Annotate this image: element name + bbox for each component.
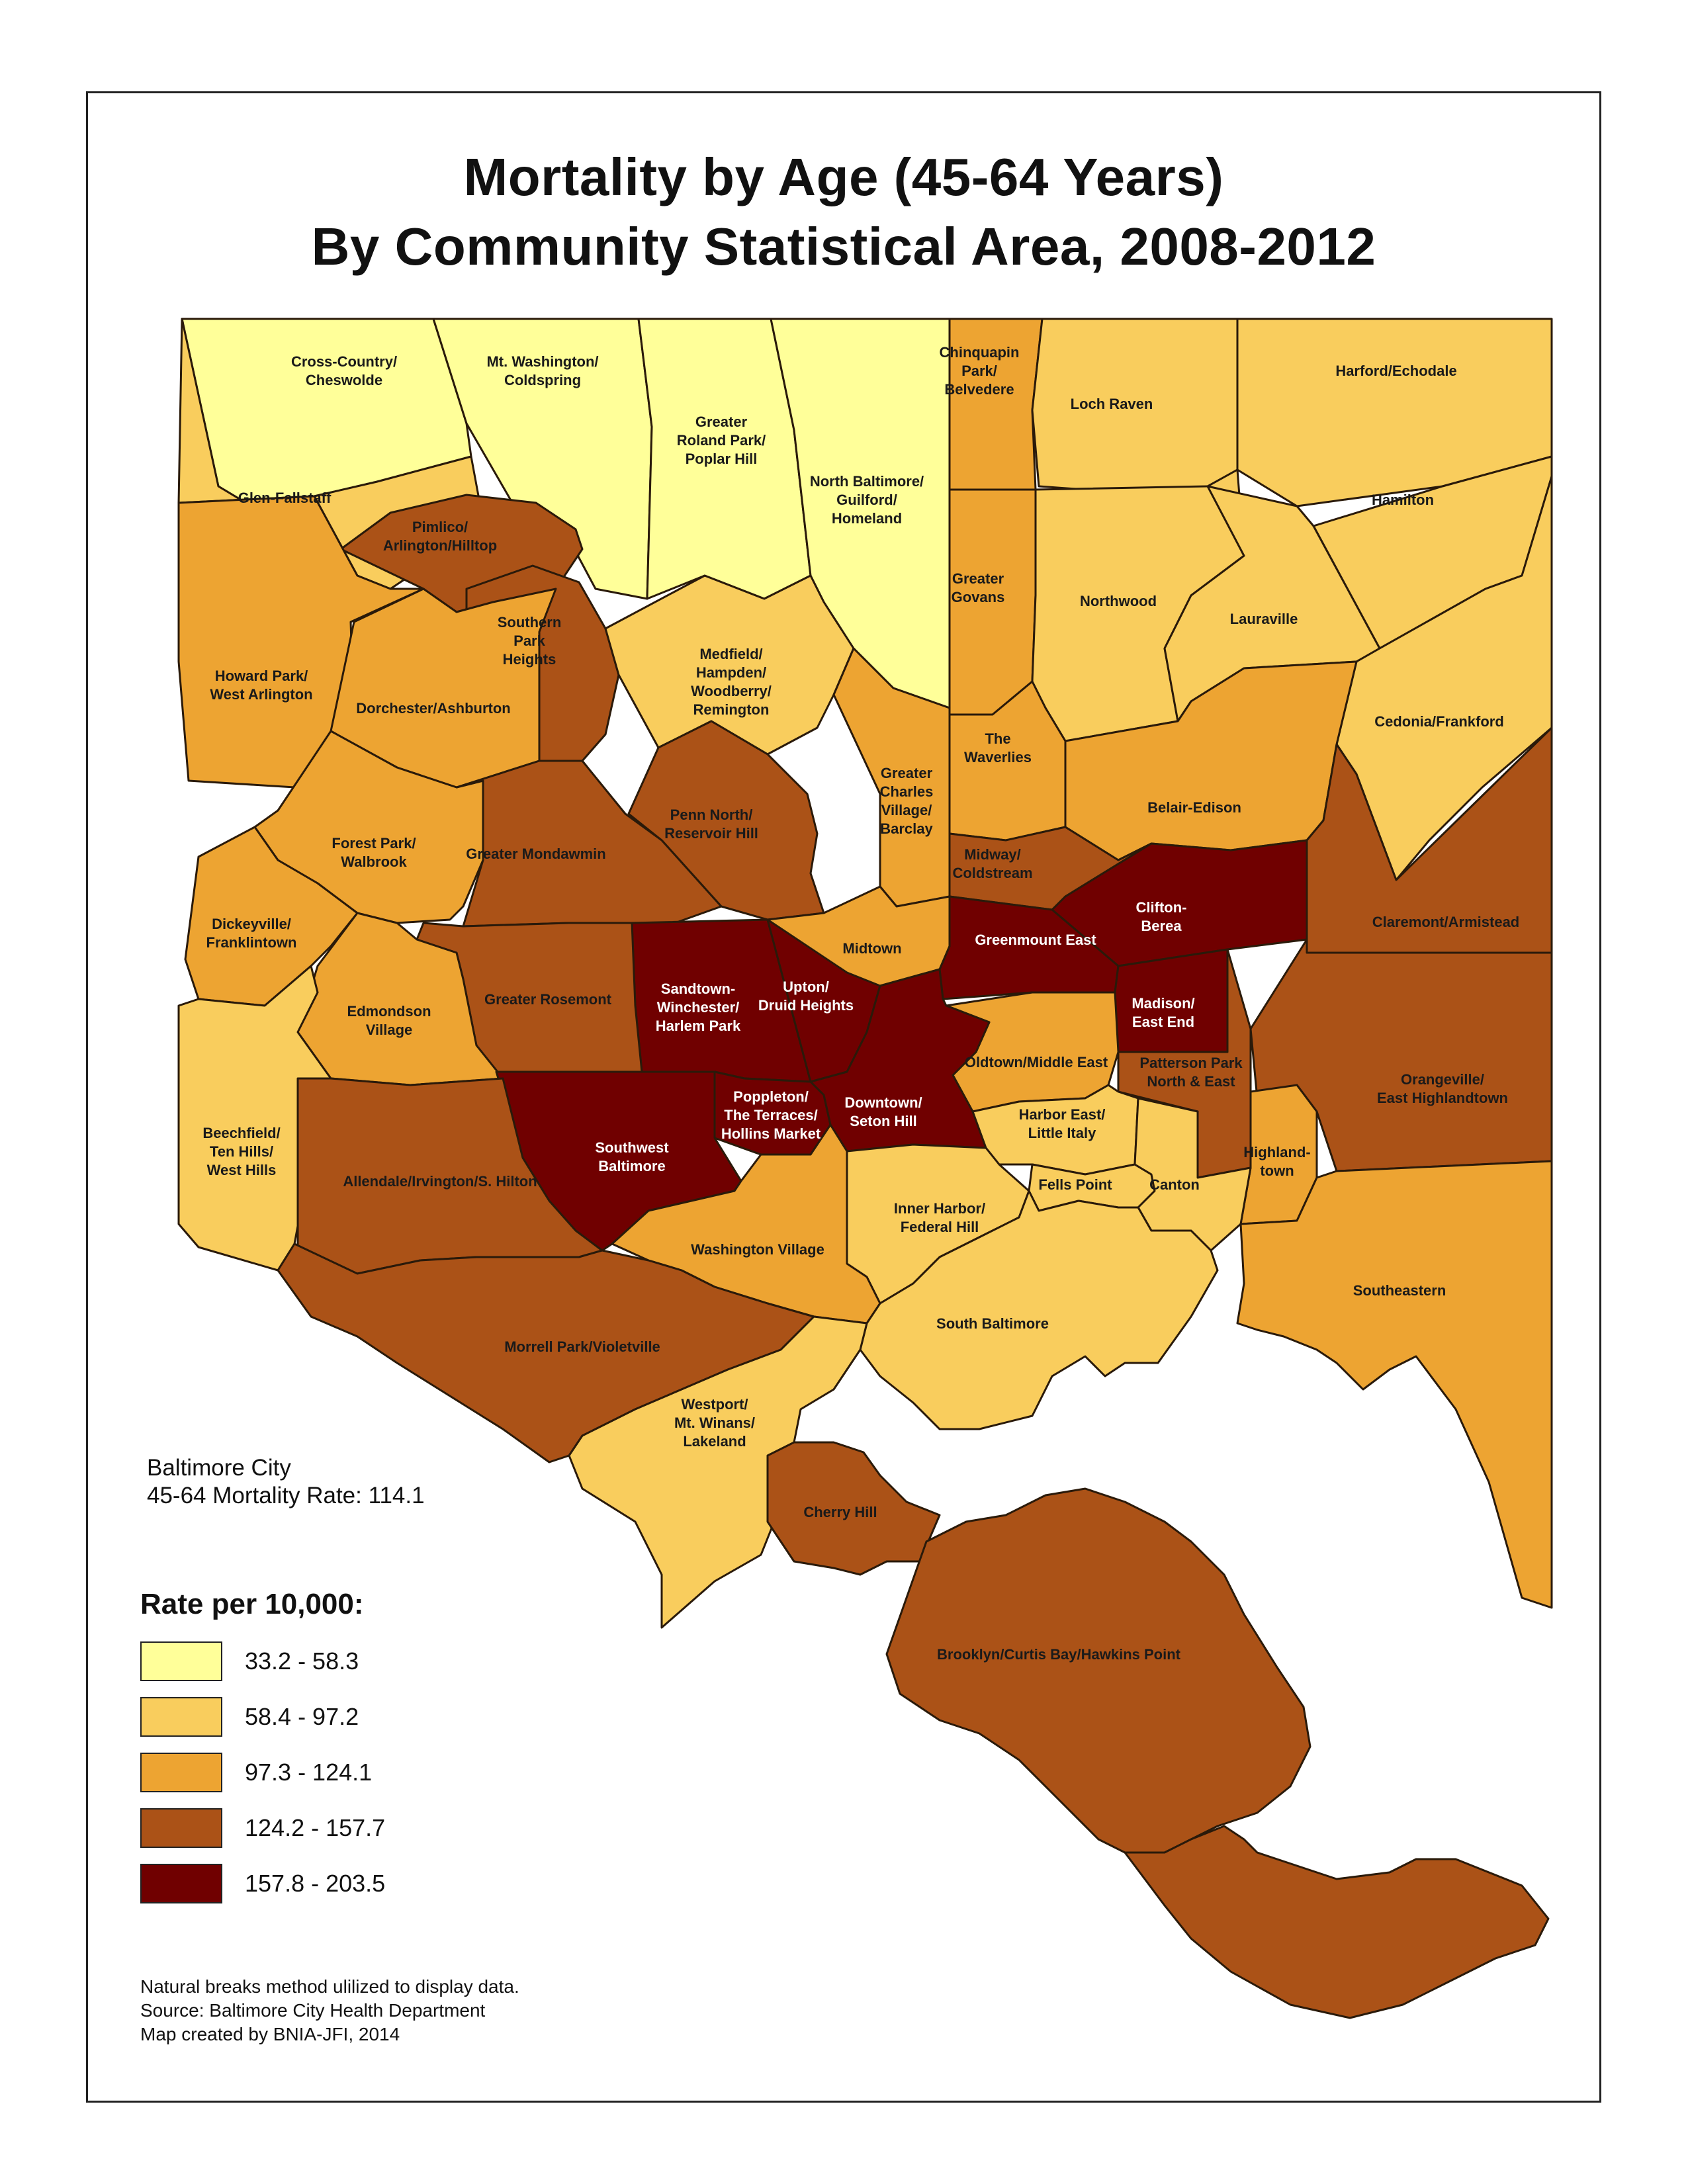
label-greater-rosemont: Greater Rosemont xyxy=(484,991,612,1008)
label-madison-east-end: Madison/East End xyxy=(1132,995,1194,1030)
area-westport-mt-winans-lakeland xyxy=(568,1315,868,1629)
label-medfield-hampden-woodberry-remington: Medfield/Hampden/Woodberry/Remington xyxy=(691,646,772,718)
legend-title: Rate per 10,000: xyxy=(140,1588,364,1620)
note-method: Natural breaks method ulilized to displa… xyxy=(140,1976,519,1997)
city-name: Baltimore City xyxy=(147,1455,291,1481)
city-summary: Baltimore City 45-64 Mortality Rate: 114… xyxy=(147,1454,425,1510)
title-line-2: By Community Statistical Area, 2008-2012 xyxy=(311,217,1376,276)
area-greater-mondawmin xyxy=(455,760,723,928)
label-midway-coldstream: Midway/Coldstream xyxy=(952,846,1032,881)
note-credit: Map created by BNIA-JFI, 2014 xyxy=(140,2024,400,2044)
label-dorchester-ashburton: Dorchester/Ashburton xyxy=(356,700,510,717)
label-upton-druid-heights: Upton/Druid Heights xyxy=(758,979,854,1014)
label-cross-country-cheswolde: Cross-Country/Cheswolde xyxy=(291,353,397,388)
label-clifton-berea: Clifton-Berea xyxy=(1136,899,1187,934)
city-rate: 45-64 Mortality Rate: 114.1 xyxy=(147,1483,425,1508)
legend-item-5: 157.8 - 203.5 xyxy=(140,1863,385,1904)
label-oldtown-middle-east: Oldtown/Middle East xyxy=(965,1054,1108,1070)
label-southwest-baltimore: Southwest Baltimore xyxy=(595,1139,669,1174)
label-allendale-irvington-s-hilton: Allendale/Irvington/S. Hilton xyxy=(343,1173,537,1190)
label-claremont-armistead: Claremont/Armistead xyxy=(1372,914,1520,930)
legend-swatch-1 xyxy=(140,1641,222,1681)
map-frame xyxy=(86,91,1601,2103)
label-loch-raven: Loch Raven xyxy=(1071,396,1153,412)
legend-label-2: 58.4 - 97.2 xyxy=(245,1703,359,1730)
label-greater-charles-village-barclay: Greater Charles Village/Barclay xyxy=(880,765,934,837)
label-mt-washington-coldspring: Mt. Washington/Coldspring xyxy=(486,353,598,388)
legend: Rate per 10,000: 33.2 - 58.3 58.4 - 97.2… xyxy=(140,1588,385,1919)
title-line-1: Mortality by Age (45-64 Years) xyxy=(463,148,1224,206)
legend-label-5: 157.8 - 203.5 xyxy=(245,1870,386,1897)
label-greater-mondawmin: Greater Mondawmin xyxy=(466,846,605,862)
label-harbor-east-little-italy: Harbor East/Little Italy xyxy=(1019,1106,1106,1141)
area-chinquapin-park-belvedere xyxy=(948,318,1044,491)
label-hamilton: Hamilton xyxy=(1372,492,1434,508)
label-cedonia-frankford: Cedonia/Frankford xyxy=(1374,713,1504,730)
label-southern-park-heights: Southern Park Heights xyxy=(498,614,562,668)
legend-swatch-5 xyxy=(140,1864,222,1903)
label-inner-harbor-federal-hill: Inner Harbor/Federal Hill xyxy=(894,1200,985,1235)
label-northwood: Northwood xyxy=(1080,593,1157,609)
label-westport-mt-winans-lakeland: Westport/Mt. Winans/Lakeland xyxy=(674,1396,755,1450)
label-downtown-seton-hill: Downtown/Seton Hill xyxy=(844,1094,922,1129)
label-chinquapin-park-belvedere: Chinquapin Park/Belvedere xyxy=(940,344,1020,398)
label-edmondson-village: Edmondson Village xyxy=(347,1003,431,1038)
legend-swatch-3 xyxy=(140,1753,222,1792)
note-source: Source: Baltimore City Health Department xyxy=(140,2000,486,2021)
legend-label-4: 124.2 - 157.7 xyxy=(245,1814,386,1841)
label-cherry-hill: Cherry Hill xyxy=(803,1504,877,1520)
label-glen-fallstaff: Glen-Fallstaff xyxy=(238,490,332,506)
label-lauraville: Lauraville xyxy=(1230,611,1298,627)
map-title: Mortality by Age (45-64 Years) By Commun… xyxy=(86,142,1601,281)
legend-item-1: 33.2 - 58.3 xyxy=(140,1641,385,1682)
legend-swatch-4 xyxy=(140,1808,222,1848)
label-beechfield-ten-hills-west-hills: Beechfield/Ten Hills/West Hills xyxy=(202,1125,280,1178)
legend-item-2: 58.4 - 97.2 xyxy=(140,1696,385,1737)
legend-swatch-2 xyxy=(140,1697,222,1737)
label-highlandtown: Highland-town xyxy=(1243,1144,1310,1179)
legend-label-3: 97.3 - 124.1 xyxy=(245,1759,373,1786)
label-poppleton-the-terraces-hollins-market: Poppleton/The Terraces/Hollins Market xyxy=(721,1088,821,1142)
label-penn-north-reservoir-hill: Penn North/Reservoir Hill xyxy=(664,807,758,842)
label-washington-village: Washington Village xyxy=(691,1241,824,1258)
area-brooklyn-curtis-bay-hawkins-point-south xyxy=(1124,1825,1550,2019)
label-southeastern: Southeastern xyxy=(1353,1282,1446,1299)
label-morrell-park-violetville: Morrell Park/Violetville xyxy=(504,1338,660,1355)
label-the-waverlies: The Waverlies xyxy=(964,730,1032,765)
label-brooklyn-curtis-bay-hawkins-point: Brooklyn/Curtis Bay/Hawkins Point xyxy=(937,1646,1181,1663)
label-howard-park-west-arlington: Howard Park/West Arlington xyxy=(210,668,312,703)
area-southeastern xyxy=(1236,1160,1553,1609)
label-canton: Canton xyxy=(1149,1176,1200,1193)
label-midtown: Midtown xyxy=(842,940,901,957)
label-pimlico-arlington-hilltop: Pimlico/Arlington/Hilltop xyxy=(383,519,497,554)
label-orangeville-east-highlandtown: Orangeville/East Highlandtown xyxy=(1377,1071,1508,1106)
legend-item-4: 124.2 - 157.7 xyxy=(140,1808,385,1849)
label-fells-point: Fells Point xyxy=(1038,1176,1112,1193)
label-forest-park-walbrook: Forest Park/Walbrook xyxy=(332,835,416,870)
legend-item-3: 97.3 - 124.1 xyxy=(140,1752,385,1793)
legend-label-1: 33.2 - 58.3 xyxy=(245,1647,359,1675)
map-notes: Natural breaks method ulilized to displa… xyxy=(140,1975,519,2046)
label-north-baltimore-guilford-homeland: North Baltimore/Guilford/Homeland xyxy=(810,473,924,527)
area-south-baltimore xyxy=(859,1190,1219,1430)
label-greenmount-east: Greenmount East xyxy=(975,932,1096,948)
area-cherry-hill xyxy=(766,1441,941,1576)
label-south-baltimore: South Baltimore xyxy=(936,1315,1049,1332)
label-greater-roland-park-poplar-hill: Greater Roland Park/Poplar Hill xyxy=(677,414,766,467)
label-belair-edison: Belair-Edison xyxy=(1147,799,1241,816)
label-greater-govans: Greater Govans xyxy=(952,570,1005,605)
area-dickeyville-franklintown xyxy=(184,826,359,1007)
label-harford-echodale: Harford/Echodale xyxy=(1335,363,1456,379)
area-brooklyn-curtis-bay-hawkins-point xyxy=(885,1487,1311,1854)
label-dickeyville-franklintown: Dickeyville/Franklintown xyxy=(206,916,297,951)
label-sandtown-winchester-harlem-park: Sandtown-Winchester/Harlem Park xyxy=(656,981,741,1034)
label-patterson-park-north-east: Patterson Park North & East xyxy=(1139,1055,1243,1090)
